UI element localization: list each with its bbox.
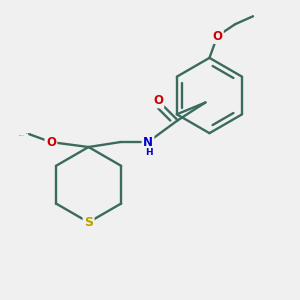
Text: O: O (46, 136, 56, 148)
Text: O: O (153, 94, 163, 107)
Text: methoxy: methoxy (19, 135, 26, 136)
Text: methoxy: methoxy (26, 133, 32, 134)
Text: O: O (212, 30, 222, 43)
Text: H: H (145, 148, 153, 158)
Text: S: S (84, 216, 93, 229)
Text: N: N (143, 136, 153, 148)
